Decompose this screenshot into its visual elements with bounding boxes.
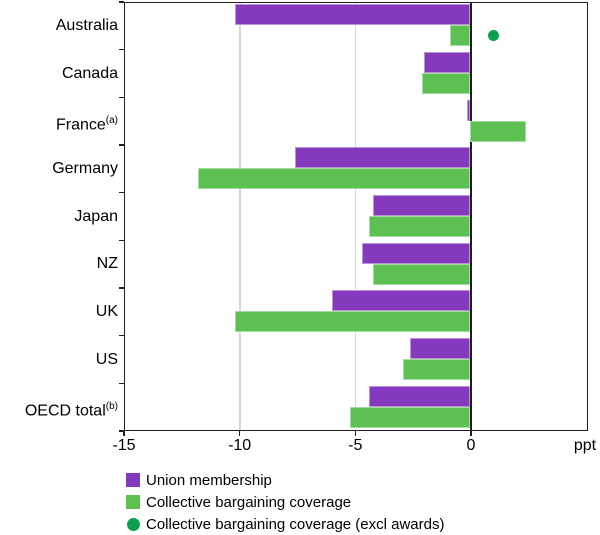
legend-item-collective-bargaining-coverage: Collective bargaining coverage bbox=[126, 491, 444, 513]
x-tick--15 bbox=[123, 431, 125, 436]
category-label-nz: NZ bbox=[96, 255, 118, 273]
category-label-japan: Japan bbox=[74, 207, 118, 225]
category-label-australia: Australia bbox=[55, 16, 118, 34]
gridline--5 bbox=[354, 3, 357, 430]
legend-item-union-membership: Union membership bbox=[126, 469, 444, 491]
category-label-oecd-total: OECD total(b) bbox=[24, 401, 118, 420]
legend: Union membership Collective bargaining c… bbox=[126, 469, 444, 535]
legend-label-collective-bargaining-coverage: Collective bargaining coverage bbox=[146, 493, 352, 511]
x-tick--5 bbox=[354, 431, 357, 436]
bar-union-membership-germany bbox=[294, 147, 471, 169]
bar-collective-bargaining-coverage-canada bbox=[421, 73, 471, 94]
bar-union-membership-nz bbox=[361, 242, 471, 264]
x-tick-label--15: -15 bbox=[112, 437, 136, 454]
category-label-germany: Germany bbox=[52, 159, 118, 177]
gridline--10 bbox=[239, 3, 241, 430]
y-tick-4 bbox=[119, 191, 124, 194]
y-tick-6 bbox=[119, 287, 124, 289]
y-tick-5 bbox=[119, 239, 124, 242]
x-tick-label--10: -10 bbox=[228, 437, 252, 454]
x-tick-label-0: 0 bbox=[466, 437, 476, 454]
bar-union-membership-france bbox=[466, 99, 471, 121]
bar-collective-bargaining-coverage-us bbox=[403, 359, 471, 380]
bar-collective-bargaining-coverage-uk bbox=[234, 311, 471, 333]
x-tick-0 bbox=[470, 431, 472, 436]
y-tick-9 bbox=[119, 430, 124, 432]
legend-label-union-membership: Union membership bbox=[146, 471, 272, 489]
zero-axis-line bbox=[470, 3, 472, 430]
bar-union-membership-australia bbox=[234, 4, 471, 26]
bar-collective-bargaining-coverage-germany bbox=[197, 168, 471, 190]
bar-union-membership-oecd-total bbox=[368, 385, 471, 407]
category-label-us: US bbox=[95, 350, 118, 368]
collective-bargaining-coverage-swatch bbox=[126, 495, 140, 509]
bar-collective-bargaining-coverage-france bbox=[470, 120, 526, 142]
category-label-uk: UK bbox=[95, 302, 118, 320]
bar-union-membership-canada bbox=[424, 52, 471, 73]
y-tick-7 bbox=[119, 334, 124, 337]
x-tick--10 bbox=[238, 431, 241, 436]
axis-unit-label: ppt bbox=[573, 437, 597, 454]
legend-label-collective-bargaining-coverage-excl-awards: Collective bargaining coverage (excl awa… bbox=[146, 515, 445, 533]
bar-union-membership-uk bbox=[331, 290, 471, 312]
y-tick-1 bbox=[119, 48, 124, 51]
dot-collective-bargaining-coverage-excl-awards-australia bbox=[488, 30, 500, 42]
collective-bargaining-coverage-excl-awards-swatch bbox=[127, 517, 140, 531]
plot-area bbox=[124, 2, 588, 431]
category-label-canada: Canada bbox=[61, 64, 118, 82]
bar-collective-bargaining-coverage-australia bbox=[449, 25, 471, 47]
y-tick-8 bbox=[119, 382, 124, 385]
bar-union-membership-japan bbox=[373, 195, 471, 216]
x-tick-label--5: -5 bbox=[348, 437, 363, 454]
bar-collective-bargaining-coverage-oecd-total bbox=[350, 406, 471, 428]
bar-collective-bargaining-coverage-nz bbox=[373, 263, 471, 285]
union-membership-swatch bbox=[126, 473, 140, 487]
category-label-france: France(a) bbox=[55, 115, 118, 134]
bar-union-membership-us bbox=[410, 338, 471, 359]
y-tick-0 bbox=[119, 1, 124, 3]
bar-collective-bargaining-coverage-japan bbox=[368, 216, 471, 237]
legend-item-collective-bargaining-coverage-excl-awards: Collective bargaining coverage (excl awa… bbox=[126, 513, 444, 535]
y-tick-2 bbox=[119, 96, 124, 99]
y-tick-3 bbox=[119, 144, 124, 146]
